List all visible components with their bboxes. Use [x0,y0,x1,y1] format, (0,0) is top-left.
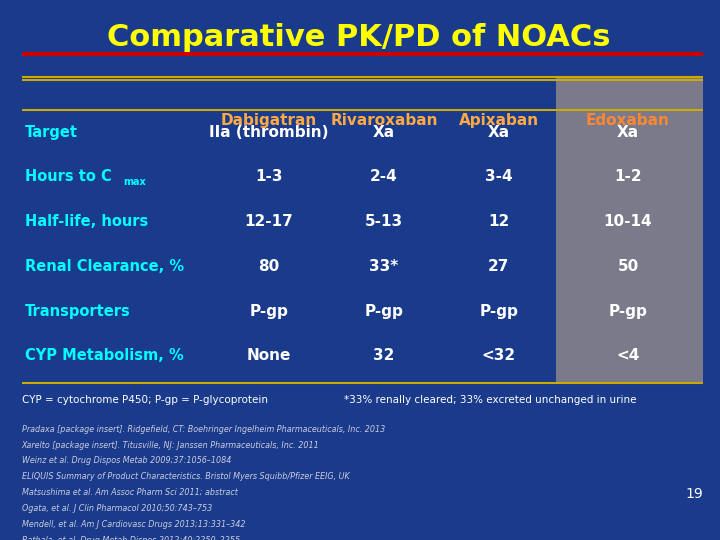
Text: <4: <4 [616,348,639,363]
Text: 1-3: 1-3 [256,170,283,185]
FancyBboxPatch shape [556,77,703,383]
Text: Half-life, hours: Half-life, hours [25,214,148,229]
Text: P-gp: P-gp [608,303,647,319]
Text: 50: 50 [617,259,639,274]
Text: ELIQUIS Summary of Product Characteristics. Bristol Myers Squibb/Pfizer EEIG, UK: ELIQUIS Summary of Product Characteristi… [22,472,349,481]
Text: CYP Metabolism, %: CYP Metabolism, % [25,348,184,363]
Text: Xa: Xa [373,125,395,140]
Text: Weinz et al. Drug Dispos Metab 2009;37:1056–1084: Weinz et al. Drug Dispos Metab 2009;37:1… [22,456,231,465]
Text: 1-2: 1-2 [614,170,642,185]
Text: Pradaxa [package insert]. Ridgefield, CT: Boehringer Ingelheim Pharmaceuticals, : Pradaxa [package insert]. Ridgefield, CT… [22,424,384,434]
Text: 12: 12 [488,214,509,229]
Text: Mendell, et al. Am J Cardiovasc Drugs 2013;13:331–342: Mendell, et al. Am J Cardiovasc Drugs 20… [22,519,245,529]
Text: P-gp: P-gp [480,303,518,319]
Text: 12-17: 12-17 [245,214,294,229]
Text: 2-4: 2-4 [370,170,398,185]
Text: None: None [247,348,292,363]
Text: Comparative PK/PD of NOACs: Comparative PK/PD of NOACs [107,23,611,52]
Text: Apixaban: Apixaban [459,113,539,127]
Text: 32: 32 [373,348,395,363]
Text: 5-13: 5-13 [365,214,403,229]
Text: Dabigatran: Dabigatran [221,113,318,127]
Text: 33*: 33* [369,259,399,274]
Text: 27: 27 [488,259,510,274]
Text: Rivaroxaban: Rivaroxaban [330,113,438,127]
Text: Hours to C: Hours to C [25,170,112,185]
Text: Matsushima et al. Am Assoc Pharm Sci 2011; abstract: Matsushima et al. Am Assoc Pharm Sci 201… [22,488,238,497]
Text: P-gp: P-gp [250,303,289,319]
Text: Ogata, et al. J Clin Pharmacol 2010;50:743–753: Ogata, et al. J Clin Pharmacol 2010;50:7… [22,504,212,513]
Text: max: max [123,177,146,187]
Text: Xa: Xa [487,125,510,140]
Text: 3-4: 3-4 [485,170,513,185]
Text: IIa (thrombin): IIa (thrombin) [210,125,329,140]
Text: Xa: Xa [617,125,639,140]
Text: *33% renally cleared; 33% excreted unchanged in urine: *33% renally cleared; 33% excreted uncha… [344,395,637,405]
Text: 10-14: 10-14 [603,214,652,229]
Text: Bathala, et al. Drug Metab Dispos 2012;40:2250–2255: Bathala, et al. Drug Metab Dispos 2012;4… [22,536,240,540]
Text: Target: Target [25,125,78,140]
Text: Edoxaban: Edoxaban [586,113,670,127]
Text: 19: 19 [685,487,703,501]
Text: Xarelto [package insert]. Titusville, NJ: Janssen Pharmaceuticals, Inc. 2011: Xarelto [package insert]. Titusville, NJ… [22,441,319,449]
Text: CYP = cytochrome P450; P-gp = P-glycoprotein: CYP = cytochrome P450; P-gp = P-glycopro… [22,395,268,405]
Text: Transporters: Transporters [25,303,131,319]
Text: P-gp: P-gp [364,303,403,319]
Text: Renal Clearance, %: Renal Clearance, % [25,259,184,274]
Text: <32: <32 [482,348,516,363]
Text: 80: 80 [258,259,280,274]
